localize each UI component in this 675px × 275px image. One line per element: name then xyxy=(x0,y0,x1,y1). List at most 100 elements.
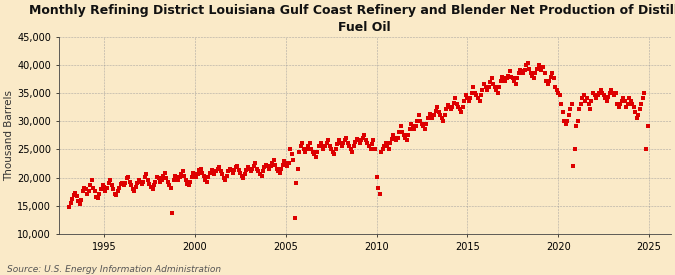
Point xyxy=(340,138,350,143)
Point xyxy=(132,180,142,185)
Point xyxy=(565,107,576,112)
Point xyxy=(232,164,242,168)
Point xyxy=(481,87,492,92)
Point xyxy=(196,166,207,171)
Point xyxy=(102,186,113,191)
Point xyxy=(614,104,624,109)
Point xyxy=(72,193,82,198)
Point xyxy=(483,85,494,89)
Point xyxy=(318,147,329,151)
Point xyxy=(492,90,503,95)
Point xyxy=(504,69,515,73)
Point xyxy=(302,147,313,151)
Point xyxy=(213,165,224,169)
Point xyxy=(320,144,331,148)
Point xyxy=(161,176,171,180)
Point xyxy=(100,189,111,193)
Point xyxy=(304,141,315,145)
Point xyxy=(359,133,370,137)
Point xyxy=(224,166,235,171)
Point xyxy=(514,71,524,75)
Point xyxy=(386,136,397,141)
Point xyxy=(385,141,396,145)
Point xyxy=(324,144,335,148)
Point xyxy=(215,169,226,174)
Point xyxy=(290,216,300,220)
Point xyxy=(368,138,379,143)
Point xyxy=(398,133,409,137)
Point xyxy=(124,179,135,184)
Point xyxy=(409,127,420,131)
Point xyxy=(531,67,542,71)
Point xyxy=(78,189,88,193)
Point xyxy=(123,175,134,179)
Point xyxy=(508,76,518,81)
Point xyxy=(315,141,326,145)
Point xyxy=(609,93,620,98)
Point xyxy=(578,93,589,98)
Point xyxy=(234,168,244,172)
Point xyxy=(292,166,303,171)
Point xyxy=(381,144,392,148)
Point xyxy=(256,174,267,178)
Point xyxy=(477,87,488,92)
Point xyxy=(441,107,452,112)
Point xyxy=(88,186,99,191)
Point xyxy=(429,113,439,117)
Point xyxy=(247,166,258,171)
Point xyxy=(171,175,182,179)
Point xyxy=(589,93,600,98)
Point xyxy=(111,193,122,197)
Point xyxy=(129,189,140,193)
Point xyxy=(225,168,236,172)
Point xyxy=(353,138,364,143)
Point xyxy=(377,147,388,151)
Point xyxy=(348,144,359,148)
Point xyxy=(572,119,583,123)
Point xyxy=(200,178,211,182)
Point xyxy=(252,166,263,171)
Point xyxy=(524,67,535,71)
Point xyxy=(548,76,559,81)
Point xyxy=(229,168,240,172)
Point xyxy=(585,107,595,112)
Point xyxy=(538,65,549,69)
Point xyxy=(294,150,304,154)
Point xyxy=(220,178,231,182)
Point xyxy=(465,96,476,100)
Point xyxy=(379,144,389,148)
Point xyxy=(586,99,597,103)
Point xyxy=(497,75,508,79)
Point xyxy=(515,68,526,72)
Point xyxy=(415,119,426,123)
Point xyxy=(522,61,533,65)
Point xyxy=(566,101,577,106)
Point xyxy=(268,158,279,162)
Point xyxy=(308,150,319,154)
Point xyxy=(173,178,184,182)
Point xyxy=(240,172,250,177)
Point xyxy=(466,90,477,95)
Point xyxy=(323,138,333,143)
Point xyxy=(452,101,462,106)
Point xyxy=(209,172,220,177)
Point xyxy=(391,138,402,143)
Point xyxy=(577,96,588,100)
Point xyxy=(371,175,382,179)
Point xyxy=(576,101,587,106)
Point xyxy=(633,113,644,117)
Point xyxy=(446,107,456,112)
Point xyxy=(412,119,423,123)
Point xyxy=(562,119,572,123)
Point xyxy=(506,75,517,79)
Point xyxy=(480,85,491,89)
Point xyxy=(426,113,437,117)
Point xyxy=(144,182,155,186)
Point xyxy=(259,165,270,169)
Point xyxy=(70,191,81,196)
Point xyxy=(76,197,86,202)
Point xyxy=(424,112,435,116)
Point xyxy=(167,211,178,215)
Point xyxy=(520,68,531,72)
Point xyxy=(254,172,265,177)
